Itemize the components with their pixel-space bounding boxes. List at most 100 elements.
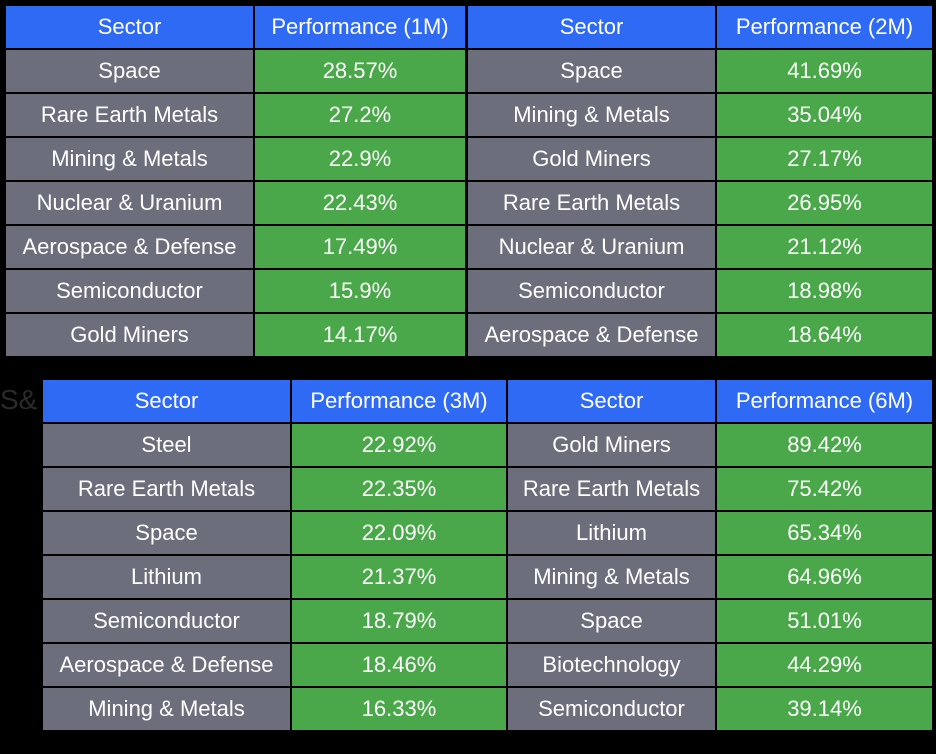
sector-cell: Aerospace & Defense <box>4 224 255 270</box>
table-row: Gold Miners 27.17% <box>466 136 934 182</box>
table-row: Mining & Metals 22.9% <box>4 136 467 182</box>
header-sector: Sector <box>506 378 717 424</box>
performance-table-3m: Sector Performance (3M) Steel 22.92% Rare… <box>41 378 508 732</box>
table-row: Semiconductor 18.98% <box>466 268 934 314</box>
sector-cell: Aerospace & Defense <box>466 312 717 358</box>
header-sector: Sector <box>41 378 292 424</box>
table-row: Gold Miners 14.17% <box>4 312 467 358</box>
sector-cell: Rare Earth Metals <box>506 466 717 512</box>
table-row: Nuclear & Uranium 22.43% <box>4 180 467 226</box>
table-row: Semiconductor 15.9% <box>4 268 467 314</box>
table-row: Mining & Metals 16.33% <box>41 686 508 732</box>
sector-cell: Space <box>506 598 717 644</box>
performance-cell: 15.9% <box>253 268 467 314</box>
sector-cell: Mining & Metals <box>41 686 292 732</box>
table-row: Semiconductor 39.14% <box>506 686 934 732</box>
performance-cell: 22.35% <box>290 466 508 512</box>
table-row: Space 28.57% <box>4 48 467 94</box>
performance-cell: 35.04% <box>715 92 934 138</box>
table-row: Rare Earth Metals 26.95% <box>466 180 934 226</box>
performance-cell: 18.98% <box>715 268 934 314</box>
table-row: Aerospace & Defense 17.49% <box>4 224 467 270</box>
performance-cell: 21.12% <box>715 224 934 270</box>
sector-cell: Semiconductor <box>4 268 255 314</box>
sector-cell: Biotechnology <box>506 642 717 688</box>
table-row: Nuclear & Uranium 21.12% <box>466 224 934 270</box>
table-row: Aerospace & Defense 18.46% <box>41 642 508 688</box>
performance-cell: 27.2% <box>253 92 467 138</box>
performance-cell: 75.42% <box>715 466 934 512</box>
sector-cell: Gold Miners <box>506 422 717 468</box>
sector-cell: Gold Miners <box>466 136 717 182</box>
table-row: Mining & Metals 64.96% <box>506 554 934 600</box>
sector-cell: Nuclear & Uranium <box>466 224 717 270</box>
table-row: Space 22.09% <box>41 510 508 556</box>
performance-cell: 22.92% <box>290 422 508 468</box>
table-row: Steel 22.92% <box>41 422 508 468</box>
performance-table-2m: Sector Performance (2M) Space 41.69% Mini… <box>466 4 934 358</box>
performance-cell: 89.42% <box>715 422 934 468</box>
table-row: Mining & Metals 35.04% <box>466 92 934 138</box>
performance-table-1m: Sector Performance (1M) Space 28.57% Rare… <box>4 4 467 358</box>
sector-cell: Gold Miners <box>4 312 255 358</box>
performance-cell: 41.69% <box>715 48 934 94</box>
background-text-fragment: S& <box>0 384 38 415</box>
header-performance: Performance (6M) <box>715 378 934 424</box>
performance-cell: 65.34% <box>715 510 934 556</box>
performance-cell: 28.57% <box>253 48 467 94</box>
sector-cell: Space <box>41 510 292 556</box>
sector-cell: Mining & Metals <box>466 92 717 138</box>
table-row: Rare Earth Metals 22.35% <box>41 466 508 512</box>
performance-cell: 18.46% <box>290 642 508 688</box>
performance-cell: 22.09% <box>290 510 508 556</box>
table-row: Gold Miners 89.42% <box>506 422 934 468</box>
sector-cell: Lithium <box>41 554 292 600</box>
table-header-row: Sector Performance (2M) <box>466 4 934 50</box>
performance-cell: 39.14% <box>715 686 934 732</box>
header-performance: Performance (2M) <box>715 4 934 50</box>
sector-cell: Semiconductor <box>506 686 717 732</box>
performance-cell: 18.64% <box>715 312 934 358</box>
performance-cell: 26.95% <box>715 180 934 226</box>
table-row: Rare Earth Metals 75.42% <box>506 466 934 512</box>
sector-cell: Rare Earth Metals <box>41 466 292 512</box>
performance-cell: 17.49% <box>253 224 467 270</box>
table-header-row: Sector Performance (3M) <box>41 378 508 424</box>
table-header-row: Sector Performance (6M) <box>506 378 934 424</box>
performance-cell: 14.17% <box>253 312 467 358</box>
header-sector: Sector <box>4 4 255 50</box>
header-performance: Performance (3M) <box>290 378 508 424</box>
performance-cell: 64.96% <box>715 554 934 600</box>
sector-cell: Semiconductor <box>466 268 717 314</box>
performance-cell: 18.79% <box>290 598 508 644</box>
performance-cell: 22.9% <box>253 136 467 182</box>
sector-cell: Space <box>4 48 255 94</box>
table-row: Lithium 65.34% <box>506 510 934 556</box>
performance-table-6m: Sector Performance (6M) Gold Miners 89.42… <box>506 378 934 732</box>
header-sector: Sector <box>466 4 717 50</box>
performance-cell: 16.33% <box>290 686 508 732</box>
performance-cell: 27.17% <box>715 136 934 182</box>
table-row: Biotechnology 44.29% <box>506 642 934 688</box>
table-row: Space 41.69% <box>466 48 934 94</box>
sector-cell: Steel <box>41 422 292 468</box>
sector-cell: Rare Earth Metals <box>4 92 255 138</box>
sector-cell: Aerospace & Defense <box>41 642 292 688</box>
performance-cell: 22.43% <box>253 180 467 226</box>
table-header-row: Sector Performance (1M) <box>4 4 467 50</box>
sector-cell: Semiconductor <box>41 598 292 644</box>
sector-cell: Space <box>466 48 717 94</box>
header-performance: Performance (1M) <box>253 4 467 50</box>
table-row: Semiconductor 18.79% <box>41 598 508 644</box>
table-row: Rare Earth Metals 27.2% <box>4 92 467 138</box>
performance-cell: 51.01% <box>715 598 934 644</box>
sector-cell: Mining & Metals <box>506 554 717 600</box>
sector-cell: Rare Earth Metals <box>466 180 717 226</box>
table-row: Aerospace & Defense 18.64% <box>466 312 934 358</box>
table-row: Space 51.01% <box>506 598 934 644</box>
sector-cell: Lithium <box>506 510 717 556</box>
table-row: Lithium 21.37% <box>41 554 508 600</box>
performance-cell: 44.29% <box>715 642 934 688</box>
sector-cell: Nuclear & Uranium <box>4 180 255 226</box>
